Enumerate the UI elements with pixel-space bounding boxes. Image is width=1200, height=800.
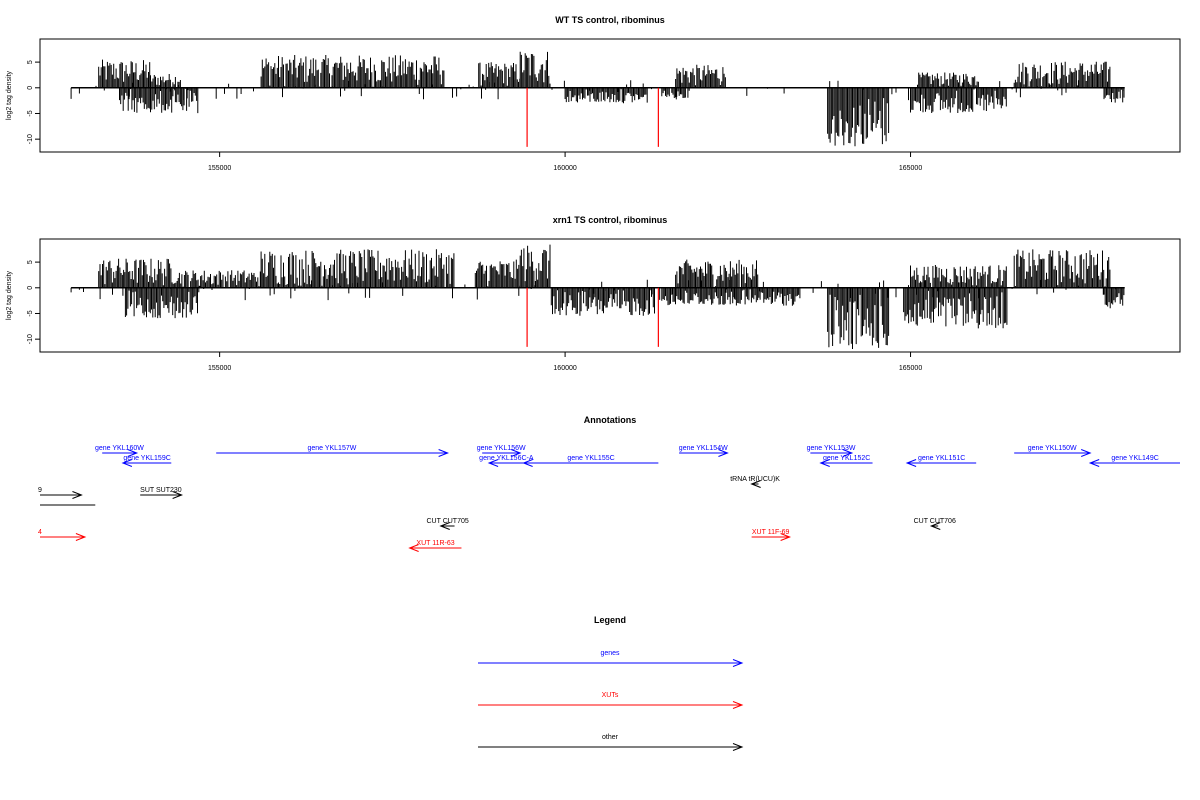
y-tick-label: -10 [27,134,34,144]
wt-coverage-panel: WT TS control, ribominus log2 tag density… [6,15,1181,172]
plot-frame [39,238,1181,353]
feature-label: gene YKL152C [823,455,870,462]
arrow-head [905,459,917,467]
arrow-head [819,459,830,467]
x-tick-label: 155000 [208,365,231,372]
feature-label: 9 [38,487,42,494]
feature-label: gene YKL153W [807,445,856,452]
feature-label: gene YKL160W [95,445,144,452]
feature-label: XUT 11F-69 [752,529,790,536]
feature-label: gene YKL156C-A [479,455,534,462]
arrow-head [439,522,450,530]
plot-frame [39,38,1181,153]
signal-bars [70,244,1125,349]
arrow-head [121,459,133,467]
y-tick-label: -10 [27,334,34,344]
x-tick-label: 160000 [553,165,576,172]
arrow-head [780,533,792,541]
arrow-head [408,544,419,552]
feature-label: gene YKL156W [477,445,526,452]
y-axis-label: log2 tag density [6,70,13,120]
feature-label: gene YKL150W [1028,445,1077,452]
y-tick-label: 0 [27,86,34,90]
feature-label: CUT CUT705 [426,518,468,525]
xrn1-coverage-panel: xrn1 TS control, ribominus log2 tag densi… [6,215,1181,372]
feature-label: 4 [38,529,42,536]
feature-label: gene YKL159C [123,455,170,462]
arrow-head [1088,459,1100,467]
arrow-head [1080,449,1092,457]
arrow-head [172,491,184,499]
y-tick-label: 0 [27,286,34,290]
x-tick-label: 165000 [899,165,922,172]
arrow-head [750,480,761,488]
feature-label: gene YKL154W [679,445,728,452]
chart-title: xrn1 TS control, ribominus [553,215,668,225]
legend-label: genes [600,650,620,657]
y-tick-label: 5 [27,260,34,264]
arrow-head [718,449,729,457]
feature-label: CUT CUT706 [914,518,956,525]
feature-label: gene YKL155C [567,455,614,462]
x-tick-label: 160000 [553,365,576,372]
x-tick-label: 165000 [899,365,922,372]
chart-title: WT TS control, ribominus [555,15,665,25]
feature-label: gene YKL157W [307,445,356,452]
arrow-head [929,522,941,530]
y-axis-label: log2 tag density [6,270,13,320]
y-tick-label: 5 [27,60,34,64]
legend-title: Legend [594,615,626,625]
feature-label: SUT SUT230 [140,487,182,494]
y-tick-label: -5 [27,110,34,116]
arrow-head [511,449,522,457]
arrow-head [522,459,533,467]
legend-label: XUTs [602,692,619,699]
arrow-head [732,743,744,751]
annotations-panel: Annotations gene YKL160W gene YKL159C gene … [38,415,1180,552]
feature-label: tRNA tR(UCU)K [730,476,780,483]
arrow-head [72,491,83,499]
legend-label: other [602,734,619,741]
y-tick-label: -5 [27,310,34,316]
arrow-head [438,449,450,457]
signal-bars [70,51,1125,147]
arrow-head [842,449,854,457]
annotations-title: Annotations [584,415,637,425]
x-tick-label: 155000 [208,165,231,172]
legend-panel: Legend genes XUTs other [478,615,744,751]
arrow-head [487,459,499,467]
feature-label: XUT 11R-63 [416,540,454,547]
arrow-head [732,701,744,709]
arrow-head [127,449,139,457]
arrow-head [732,659,744,667]
feature-label: gene YKL149C [1111,455,1158,462]
feature-label: gene YKL151C [918,455,965,462]
arrow-head [75,533,87,541]
